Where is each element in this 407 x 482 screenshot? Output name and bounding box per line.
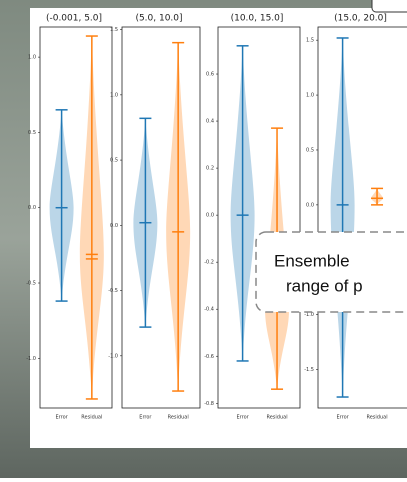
y-tick-label: 1.5 [306, 38, 314, 44]
y-tick-label: -0.5 [108, 288, 118, 294]
y-tick-label: -0.5 [26, 281, 36, 287]
chart-title: (10.0, 15.0] [231, 14, 284, 24]
y-tick-label: 1.0 [110, 92, 118, 98]
y-tick-label: 0.2 [206, 166, 214, 172]
y-tick-label: 0.5 [306, 147, 314, 153]
y-tick-label: 0.5 [28, 130, 36, 136]
y-tick-label: -1.0 [108, 353, 118, 359]
callout: Ensemble range of p [256, 232, 407, 312]
y-tick-label: 1.0 [28, 55, 36, 61]
y-tick-label: -0.8 [204, 401, 214, 407]
y-tick-label: 0.6 [206, 72, 214, 78]
x-tick-label: Error [56, 415, 69, 421]
y-tick-label: 0.0 [306, 202, 314, 208]
y-tick-label: 0.0 [28, 205, 36, 211]
y-tick-label: 0.4 [206, 119, 214, 125]
corner-box [372, 0, 407, 12]
chart-title: (-0.001, 5.0] [46, 14, 102, 24]
y-tick-label: -1.5 [304, 367, 314, 373]
x-tick-label: Residual [81, 415, 102, 421]
y-tick-label: 0.0 [206, 213, 214, 219]
y-tick-label: 1.0 [306, 93, 314, 99]
x-tick-label: Error [337, 415, 350, 421]
screen: (-0.001, 5.0] -1.0 -0.5 0.0 0.5 1.0 Error Resid… [0, 0, 407, 478]
chart-title: (5.0, 10.0] [135, 14, 182, 24]
x-tick-label: Error [139, 415, 152, 421]
y-tick-label: 0.0 [110, 223, 118, 229]
y-tick-label: 1.5 [110, 27, 118, 33]
callout-box [256, 232, 407, 312]
y-tick-label: 0.5 [110, 158, 118, 164]
y-tick-label: -0.4 [204, 307, 214, 313]
page: (-0.001, 5.0] -1.0 -0.5 0.0 0.5 1.0 Error Resid… [0, 0, 407, 478]
y-tick-label: -0.2 [204, 260, 214, 266]
y-tick-label: -0.6 [204, 354, 214, 360]
chart-title: (15.0, 20.0] [334, 14, 387, 24]
x-tick-label: Residual [168, 415, 189, 421]
callout-line: range of p [286, 276, 363, 295]
x-tick-label: Error [237, 415, 250, 421]
y-tick-label: -1.0 [304, 312, 314, 318]
x-tick-label: Residual [366, 415, 387, 421]
callout-line: Ensemble [274, 251, 350, 270]
y-tick-label: -1.0 [26, 356, 36, 362]
x-tick-label: Residual [266, 415, 287, 421]
